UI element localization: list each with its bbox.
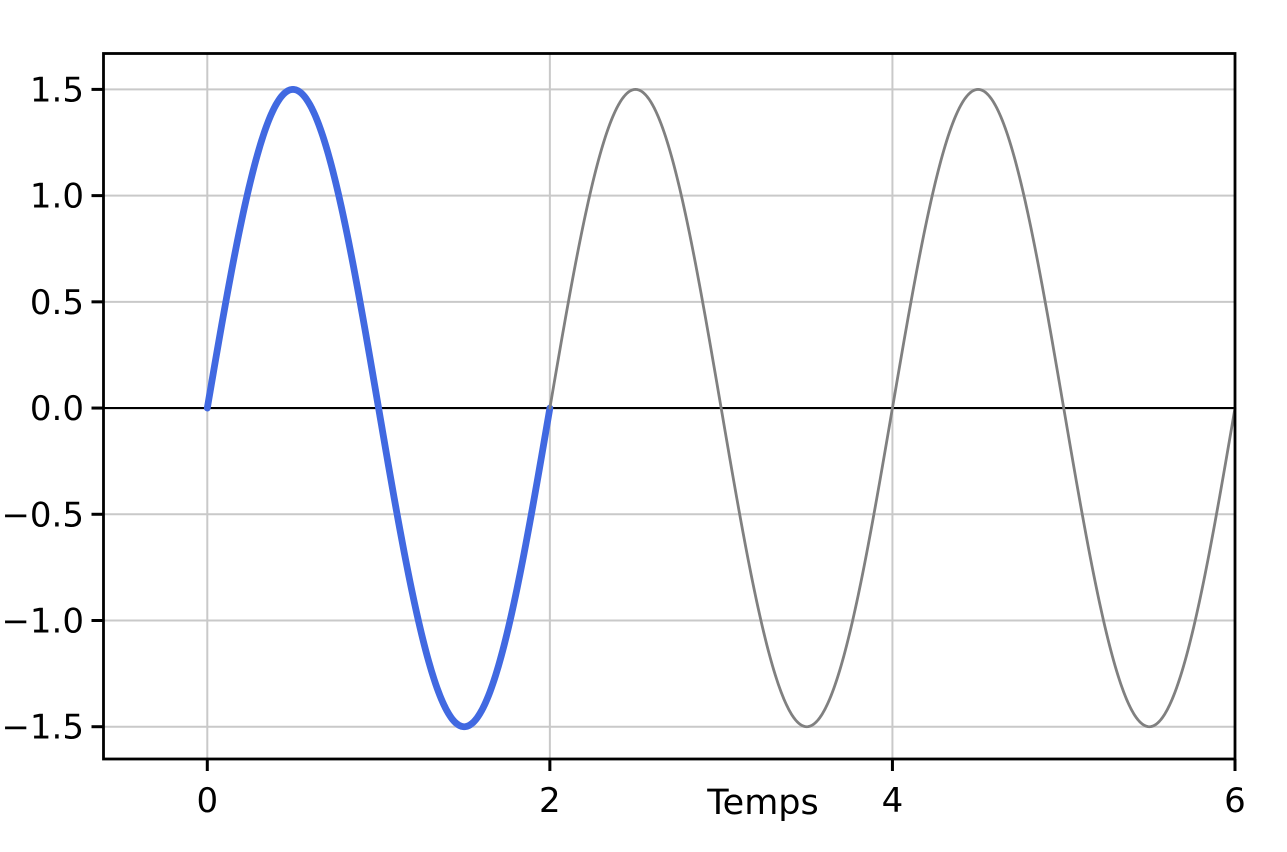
x-tick-label: 4 xyxy=(882,781,904,821)
y-tick-label: 0.0 xyxy=(30,389,84,429)
x-tick-label: 2 xyxy=(539,781,561,821)
y-tick-label: 1.0 xyxy=(30,177,84,217)
x-tick-label: 6 xyxy=(1224,781,1246,821)
axes-spines xyxy=(102,52,1237,761)
tick-layer xyxy=(91,87,1237,771)
grid-layer xyxy=(103,53,1236,759)
axes-spines-layer xyxy=(102,52,1237,761)
x-axis-label: Temps xyxy=(706,783,819,823)
tick-label-layer: 0 2 4 6 1.5 1.0 0.5 0.0 −0.5 −1.0 −1.5 xyxy=(1,70,1245,821)
series-layer xyxy=(203,86,1237,731)
sine-first-period-highlighted-curve xyxy=(203,86,554,731)
y-tick-label: −0.5 xyxy=(1,495,84,535)
y-tick-label: 1.5 xyxy=(30,70,84,110)
sine-continuation-curve xyxy=(548,88,1237,729)
x-tick-label: 0 xyxy=(196,781,218,821)
y-tick-label: −1.5 xyxy=(1,708,84,748)
y-tick-label: −1.0 xyxy=(1,601,84,641)
y-tick-label: 0.5 xyxy=(30,283,84,323)
